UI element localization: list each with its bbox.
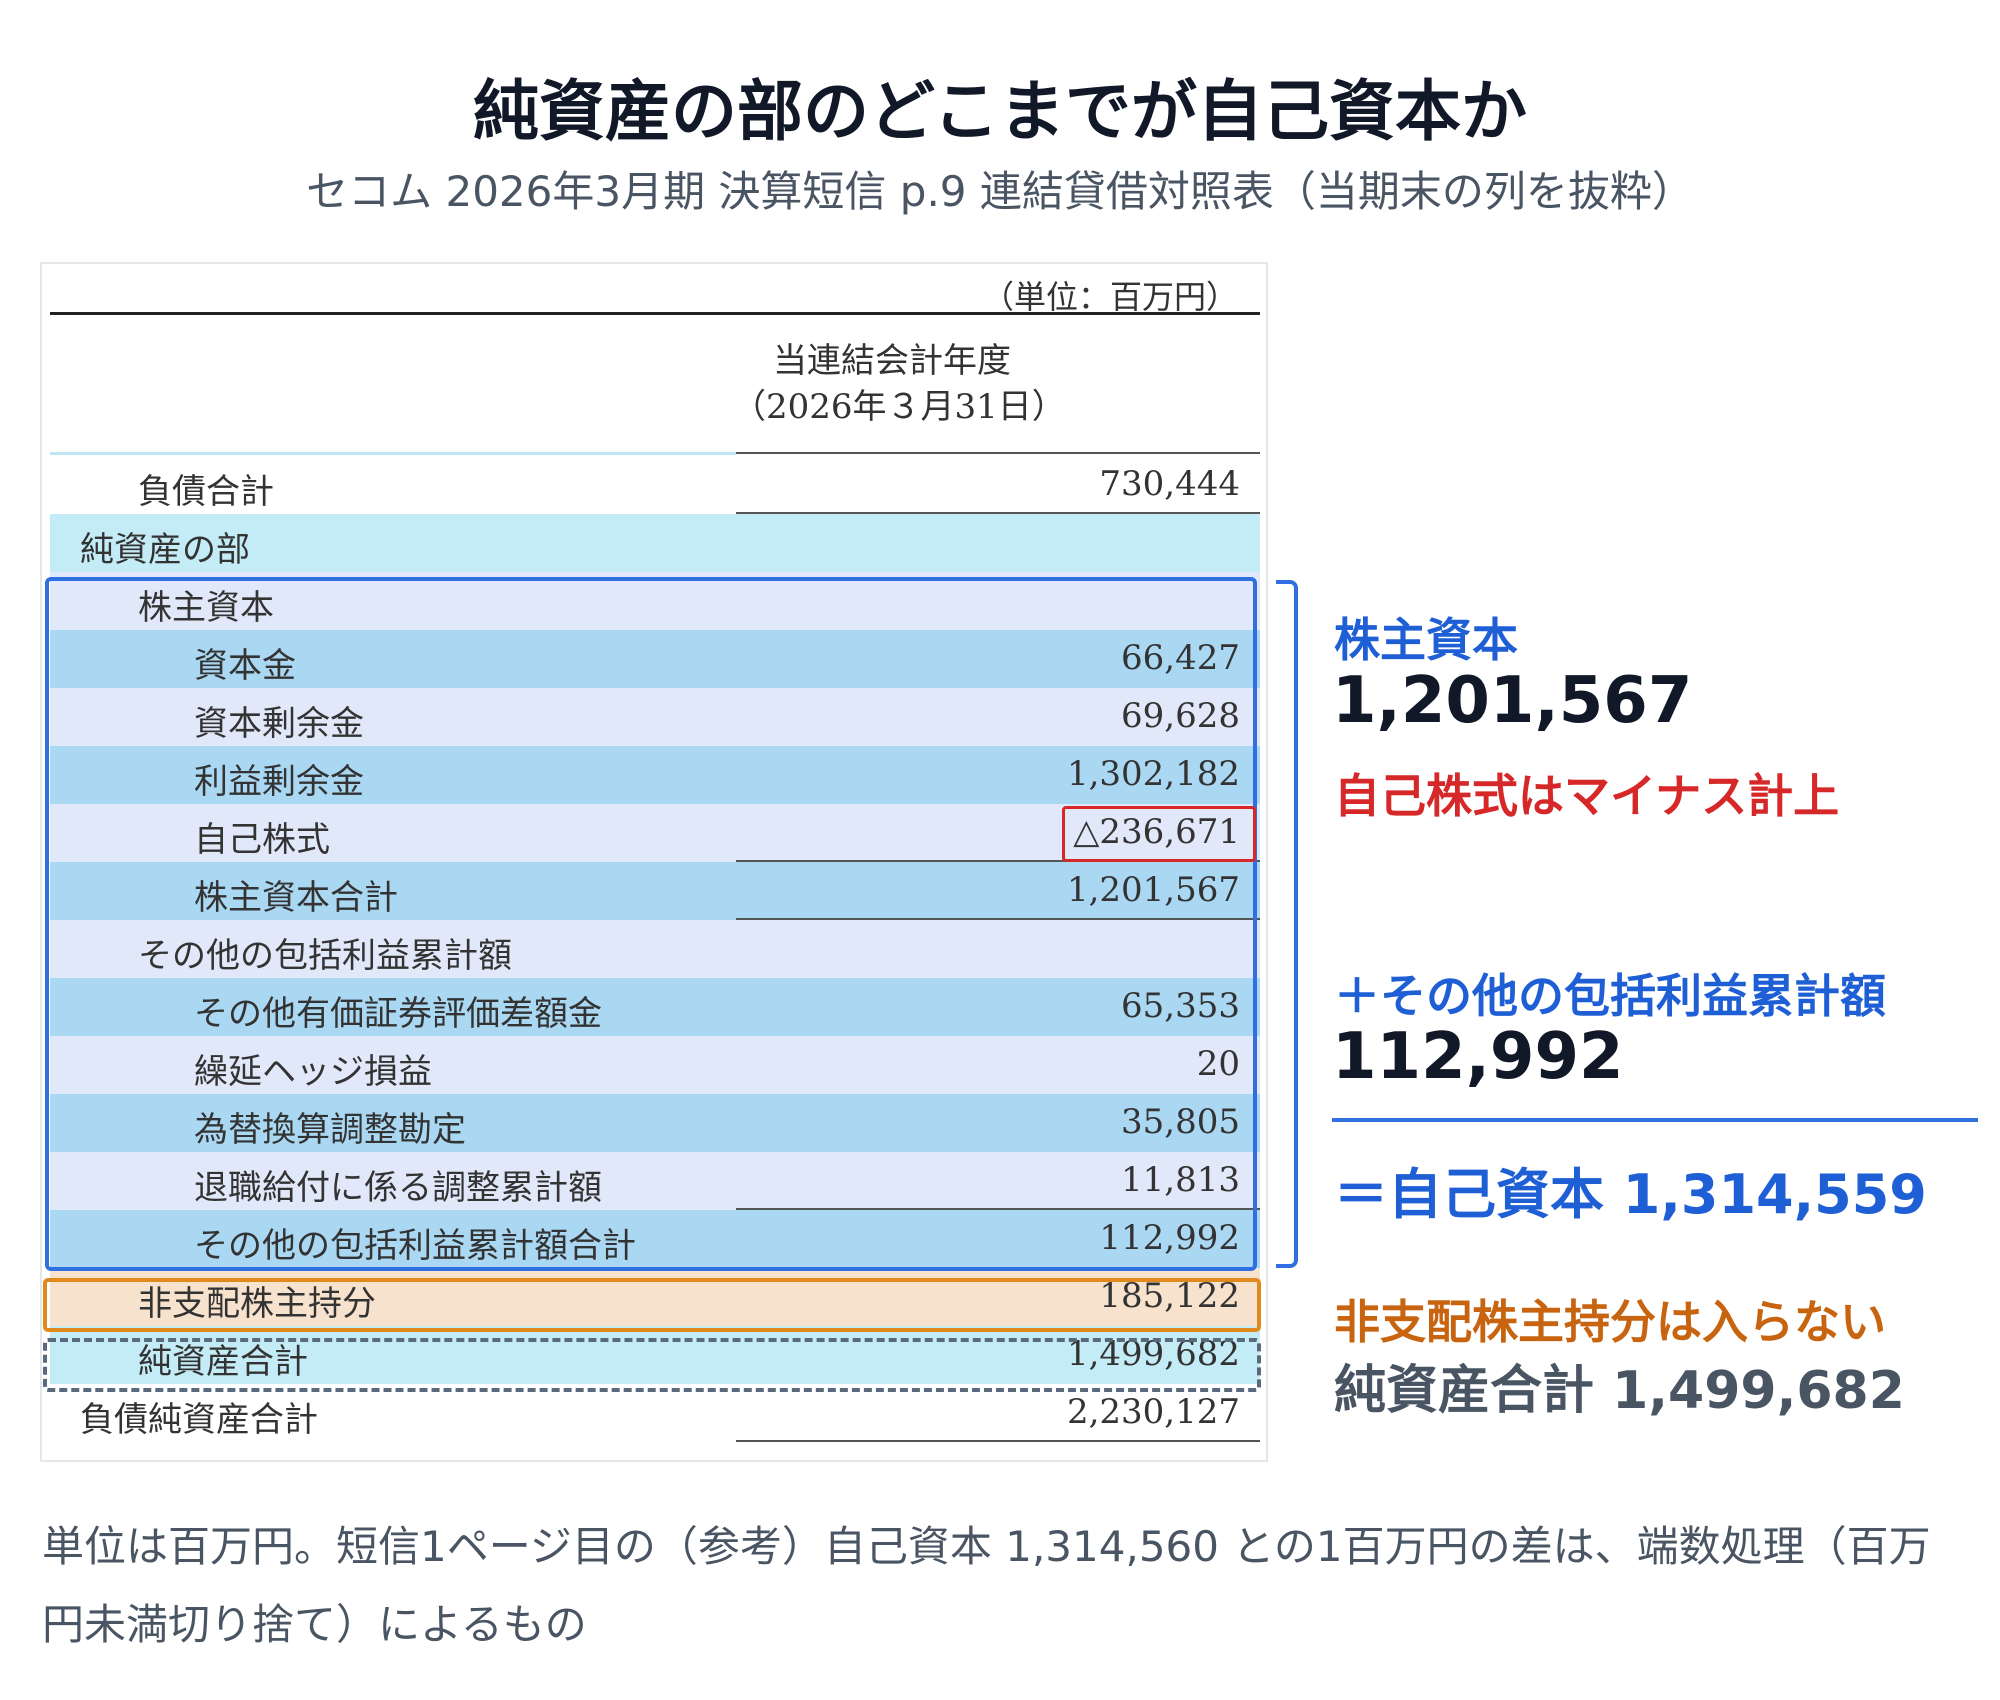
row-value: 69,628 xyxy=(1121,696,1240,736)
unit-note: （単位：百万円） xyxy=(981,278,1238,316)
aoci-value: 112,992 xyxy=(1332,1020,1624,1094)
table-row-net-assets-section: 純資産の部 xyxy=(50,514,1260,572)
row-label: その他の包括利益累計額合計 xyxy=(194,1226,636,1266)
row-value: 20 xyxy=(1196,1044,1240,1084)
shareholders-equity-label: 株主資本 xyxy=(1334,613,1518,667)
page-title: 純資産の部のどこまでが自己資本か xyxy=(472,73,1528,150)
net-assets-total-note: 純資産合計 1,499,682 xyxy=(1334,1361,1905,1421)
row-value: 66,427 xyxy=(1121,638,1240,678)
header-rule-left xyxy=(50,452,736,455)
table-row-securities-valuation: その他有価証券評価差額金 65,353 xyxy=(50,978,1260,1036)
table-row-aoci: その他の包括利益累計額 xyxy=(50,920,1260,978)
row-label: 負債純資産合計 xyxy=(80,1400,318,1440)
table-row-deferred-hedge: 繰延ヘッジ損益 20 xyxy=(50,1036,1260,1094)
row-value: 112,992 xyxy=(1099,1218,1240,1258)
row-label: 負債合計 xyxy=(138,472,274,512)
row-label: 純資産合計 xyxy=(138,1342,308,1382)
row-label: 為替換算調整勘定 xyxy=(194,1110,466,1150)
row-label: 非支配株主持分 xyxy=(138,1284,376,1324)
row-value: 1,201,567 xyxy=(1066,870,1240,910)
table-row-non-controlling-interests: 非支配株主持分 185,122 xyxy=(50,1268,1260,1326)
row-value: 65,353 xyxy=(1121,986,1240,1026)
table-row-retained-earnings: 利益剰余金 1,302,182 xyxy=(50,746,1260,804)
table-row-shareholders-equity: 株主資本 xyxy=(50,572,1260,630)
shareholders-equity-value: 1,201,567 xyxy=(1332,664,1693,738)
row-label: 自己株式 xyxy=(194,820,330,860)
treasury-stock-highlight-box xyxy=(1062,806,1256,862)
table-row-liabilities-and-net-assets: 負債純資産合計 2,230,127 xyxy=(50,1384,1260,1442)
row-value: 185,122 xyxy=(1099,1276,1240,1316)
page-subtitle: セコム 2026年3月期 決算短信 p.9 連結貸借対照表（当期末の列を抜粋） xyxy=(306,167,1694,216)
table-top-rule xyxy=(50,312,1260,315)
row-label: 純資産の部 xyxy=(80,530,250,570)
row-label: その他の包括利益累計額 xyxy=(138,936,512,976)
row-label: 繰延ヘッジ損益 xyxy=(194,1052,432,1092)
row-label: 利益剰余金 xyxy=(194,762,364,802)
row-label: 資本剰余金 xyxy=(194,704,364,744)
row-underline xyxy=(736,918,1260,920)
row-label: 株主資本合計 xyxy=(194,878,398,918)
aoci-label: ＋その他の包括利益累計額 xyxy=(1334,969,1886,1023)
row-value: 11,813 xyxy=(1121,1160,1240,1200)
column-header-period: 当連結会計年度 xyxy=(773,341,1011,381)
table-row-treasury-stock: 自己株式 △236,671 xyxy=(50,804,1260,862)
row-value: 1,302,182 xyxy=(1066,754,1240,794)
table-row-fx-translation: 為替換算調整勘定 35,805 xyxy=(50,1094,1260,1152)
nci-note: 非支配株主持分は入らない xyxy=(1334,1295,1886,1349)
table-row-shareholders-equity-total: 株主資本合計 1,201,567 xyxy=(50,862,1260,920)
row-label: 資本金 xyxy=(194,646,296,686)
equity-total: ＝自己資本 1,314,559 xyxy=(1334,1163,1927,1226)
row-underline xyxy=(736,1440,1260,1442)
row-value: 2,230,127 xyxy=(1066,1392,1240,1432)
row-value: 730,444 xyxy=(1099,464,1240,504)
table-row-aoci-total: その他の包括利益累計額合計 112,992 xyxy=(50,1210,1260,1268)
header-rule-right xyxy=(736,452,1260,454)
row-value: 35,805 xyxy=(1121,1102,1240,1142)
equity-bracket xyxy=(1276,580,1298,1268)
equity-highlight-box xyxy=(45,577,1257,1271)
row-underline xyxy=(736,860,1260,862)
treasury-stock-note: 自己株式はマイナス計上 xyxy=(1334,769,1840,823)
column-header-date: （2026年３月31日） xyxy=(732,387,1066,427)
row-label: その他有価証券評価差額金 xyxy=(194,994,602,1034)
column-header: 当連結会計年度 （2026年３月31日） xyxy=(732,338,1066,430)
table-row-total-liabilities: 負債合計 730,444 xyxy=(50,456,1260,514)
row-label: 株主資本 xyxy=(138,588,274,628)
row-label: 退職給付に係る調整累計額 xyxy=(194,1168,602,1208)
row-underline xyxy=(736,1208,1260,1210)
footnote: 単位は百万円。短信1ページ目の（参考）自己資本 1,314,560 との1百万円… xyxy=(42,1522,1931,1649)
table-row-retirement-benefits: 退職給付に係る調整累計額 11,813 xyxy=(50,1152,1260,1210)
row-underline xyxy=(736,512,1260,514)
row-value: △236,671 xyxy=(1073,812,1240,852)
table-row-capital-surplus: 資本剰余金 69,628 xyxy=(50,688,1260,746)
nci-highlight-box xyxy=(43,1278,1261,1332)
table-row-capital-stock: 資本金 66,427 xyxy=(50,630,1260,688)
balance-sheet-excerpt: （単位：百万円） 当連結会計年度 （2026年３月31日） 負債合計 730,4… xyxy=(40,262,1268,1462)
sum-rule xyxy=(1332,1118,1978,1122)
net-assets-total-highlight-box xyxy=(43,1338,1261,1392)
